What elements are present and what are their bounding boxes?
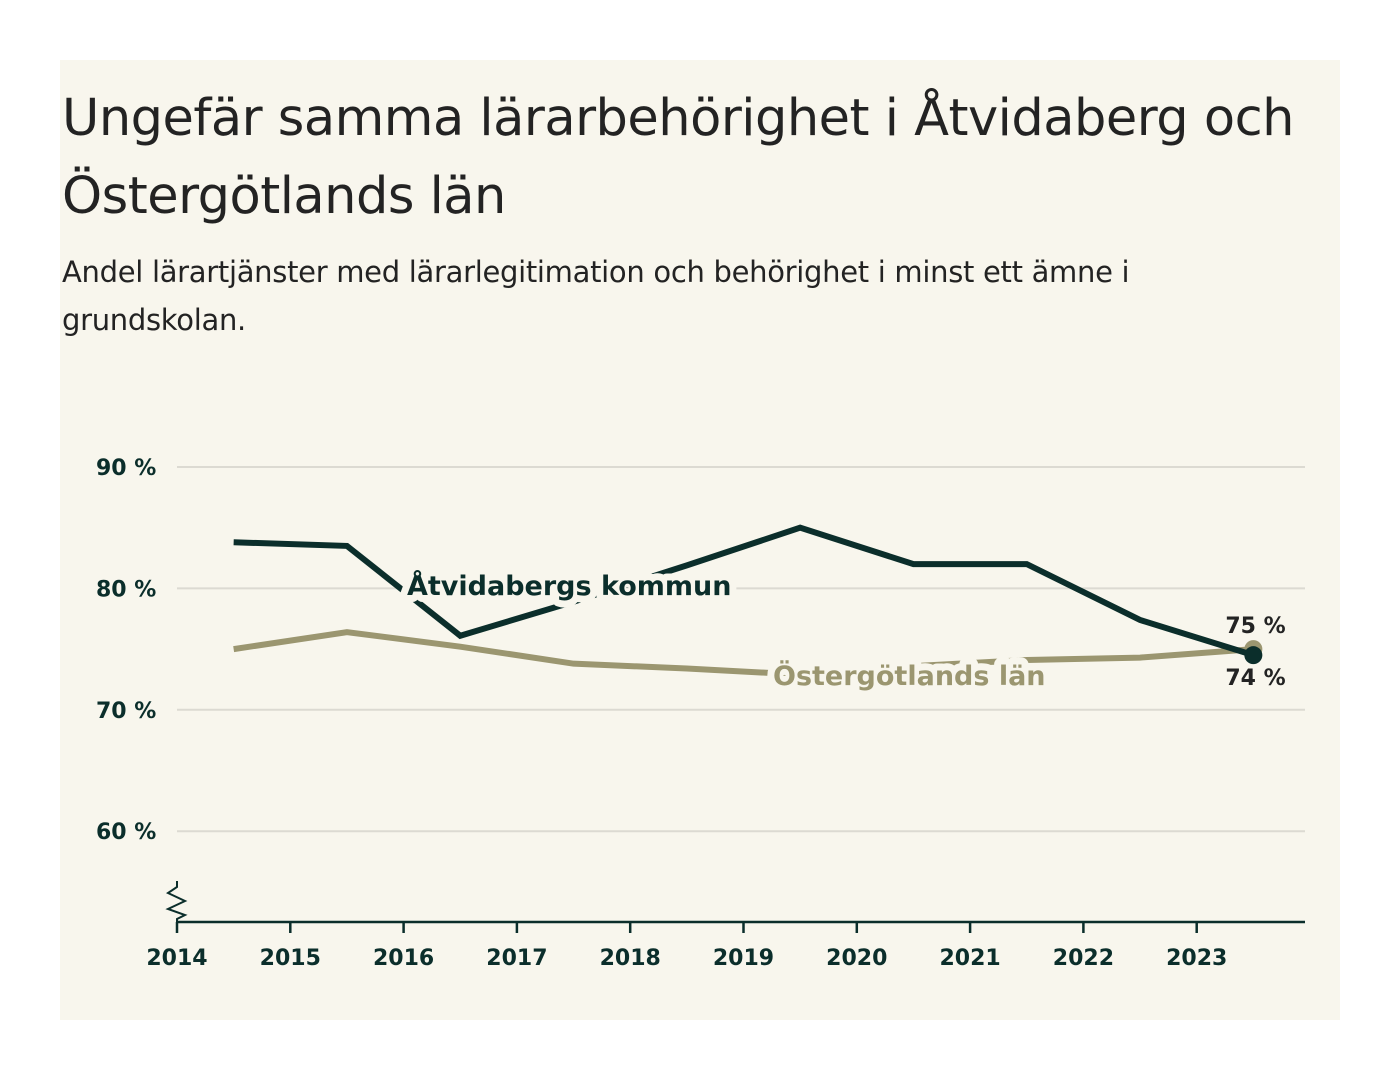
- x-axis: 2014 2015 2016 2017 2018 2019 2020 2021 2022 2023: [146, 881, 1305, 971]
- end-value-label-atvidaberg: 74 %: [1225, 666, 1285, 691]
- series-line-atvidaberg: [233, 524, 1255, 659]
- series-labels: Åtvidabergs kommun Östergötlands län 75 % 7…: [400, 563, 1286, 699]
- x-tick-label: 2017: [486, 946, 547, 971]
- x-tick-label: 2022: [1053, 946, 1114, 971]
- x-tick-label: 2023: [1166, 946, 1227, 971]
- series-line-ostergotland: [233, 629, 1254, 678]
- chart-card: [60, 60, 1340, 1020]
- chart-subtitle: Andel lärartjänster med lärarlegitimatio…: [62, 255, 1130, 337]
- series-lines: [233, 524, 1263, 678]
- series-label-atvidaberg: Åtvidabergs kommun: [407, 570, 731, 602]
- x-tick-label: 2020: [826, 946, 887, 971]
- end-value-label-ostergotland: 75 %: [1225, 614, 1285, 639]
- series-label-ostergotland: Östergötlands län: [773, 659, 1046, 692]
- chart-title: Ungefär samma lärarbehörighet i Åtvidabe…: [62, 89, 1294, 226]
- x-tick-label: 2018: [600, 946, 661, 971]
- y-axis-ticks: 60 % 70 % 80 % 90 %: [96, 456, 156, 845]
- y-tick-label: 80 %: [96, 577, 156, 602]
- y-tick-label: 90 %: [96, 456, 156, 481]
- x-tick-label: 2014: [146, 946, 207, 971]
- y-tick-label: 60 %: [96, 820, 156, 845]
- series-end-marker-atvidaberg: [1244, 646, 1263, 665]
- x-tick-label: 2015: [260, 946, 321, 971]
- x-tick-label: 2016: [373, 946, 434, 971]
- axis-break-icon: [165, 881, 188, 922]
- x-tick-label: 2021: [939, 946, 1000, 971]
- grid-lines: [177, 466, 1305, 833]
- x-tick-label: 2019: [713, 946, 774, 971]
- y-tick-label: 70 %: [96, 699, 156, 724]
